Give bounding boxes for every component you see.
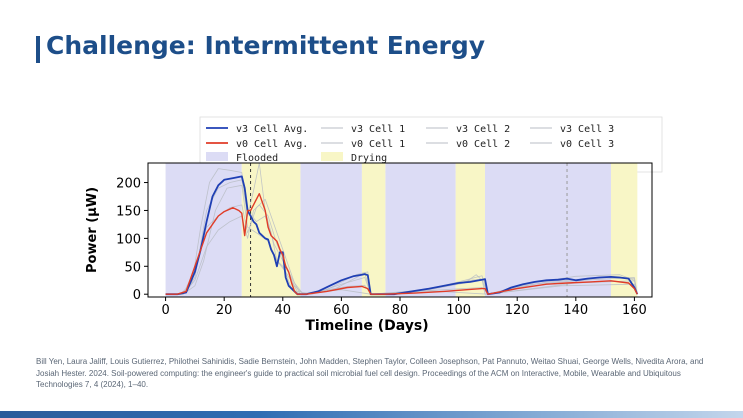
x-tick-label: 160	[622, 303, 647, 318]
y-tick-label: 200	[116, 177, 141, 192]
legend-label-v3-cell-2: v3 Cell 2	[456, 124, 510, 135]
legend-label-v0-cell-3: v0 Cell 3	[560, 139, 614, 150]
title-accent-bar	[36, 36, 40, 63]
x-tick-label: 20	[216, 303, 233, 318]
slide-title: Challenge: Intermittent Energy	[46, 31, 486, 60]
legend-swatch-drying	[321, 152, 343, 161]
legend-label-v3-cell-3: v3 Cell 3	[560, 124, 614, 135]
bottom-decor-strip	[0, 411, 743, 418]
y-tick-label: 50	[124, 260, 141, 275]
drying-region-3	[455, 163, 485, 297]
legend: v3 Cell Avg. v3 Cell 1 v3 Cell 2 v3 Cell 3 v…	[206, 124, 614, 164]
citation: Bill Yen, Laura Jaliff, Louis Gutierrez,…	[36, 357, 704, 389]
y-tick-label: 0	[133, 288, 141, 303]
legend-label-flooded: Flooded	[236, 153, 278, 164]
x-tick-label: 0	[161, 303, 169, 318]
flooded-region-4	[484, 163, 611, 297]
power-chart: v3 Cell Avg. v3 Cell 1 v3 Cell 2 v3 Cell 3 v…	[85, 116, 663, 334]
x-axis-label: Timeline (Days)	[305, 318, 428, 334]
flooded-region-1	[165, 163, 242, 297]
region-bands	[165, 163, 638, 297]
cell-trace-line-6	[165, 198, 638, 295]
x-tick-label: 40	[275, 303, 292, 318]
x-tick-label: 60	[333, 303, 350, 318]
x-tick-label: 120	[505, 303, 530, 318]
v0-cell-avg-line	[165, 193, 638, 295]
axes: 0 20 40 60 80 100 120 140 160 0 50 100 150 200	[116, 177, 647, 318]
y-tick-label: 150	[116, 204, 141, 219]
series-lines	[165, 162, 639, 296]
legend-label-drying: Drying	[351, 153, 387, 164]
v3-cell-avg-line	[165, 175, 639, 296]
y-tick-label: 100	[116, 232, 141, 247]
flooded-region-2	[300, 163, 362, 297]
x-tick-label: 80	[392, 303, 409, 318]
flooded-region-3	[385, 163, 456, 297]
legend-label-v3-cell-1: v3 Cell 1	[351, 124, 405, 135]
legend-swatch-flooded	[206, 152, 228, 161]
event-lines	[250, 163, 568, 297]
x-tick-label: 100	[446, 303, 471, 318]
y-axis-label: Power (µW)	[85, 187, 100, 273]
legend-label-v3-cell-avg: v3 Cell Avg.	[236, 124, 308, 135]
legend-label-v0-cell-avg: v0 Cell Avg.	[236, 139, 308, 150]
x-tick-label: 140	[563, 303, 588, 318]
legend-label-v0-cell-1: v0 Cell 1	[351, 139, 405, 150]
cell-trace-line-5	[165, 204, 638, 295]
legend-label-v0-cell-2: v0 Cell 2	[456, 139, 510, 150]
drying-region-2	[361, 163, 386, 297]
